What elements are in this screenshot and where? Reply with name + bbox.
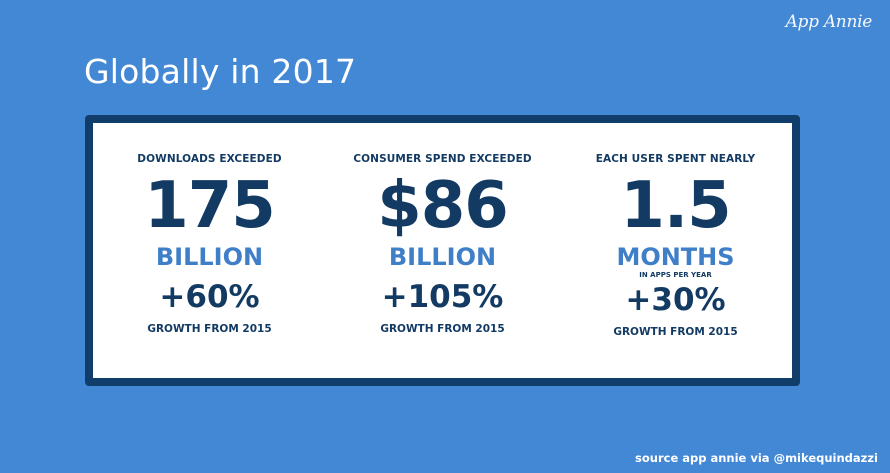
stats-panel: DOWNLOADS EXCEEDED 175 BILLION +60% GROW…	[85, 115, 800, 386]
brand-logo: App Annie	[785, 12, 873, 32]
stat-unit: MONTHS	[616, 243, 735, 271]
stat-growth-label: GROWTH FROM 2015	[147, 323, 272, 335]
stat-unit: BILLION	[388, 243, 497, 271]
stat-heading: CONSUMER SPEND EXCEEDED	[353, 153, 532, 165]
page-title: Globally in 2017	[84, 52, 357, 91]
stat-growth: +30%	[625, 282, 726, 318]
stat-heading: EACH USER SPENT NEARLY	[595, 153, 756, 165]
stat-consumer-spend: CONSUMER SPEND EXCEEDED $86 BILLION +105…	[326, 123, 559, 378]
stat-growth: +60%	[159, 279, 260, 315]
stat-growth-label: GROWTH FROM 2015	[380, 323, 505, 335]
stat-growth-label: GROWTH FROM 2015	[613, 326, 738, 338]
stat-time-in-apps: EACH USER SPENT NEARLY 1.5 MONTHS IN APP…	[559, 123, 792, 378]
stat-value: 1.5	[620, 169, 731, 243]
stat-value: $86	[377, 169, 509, 243]
stat-unit: BILLION	[155, 243, 264, 271]
source-credit: source app annie via @mikequindazzi	[635, 451, 878, 465]
stat-subunit: IN APPS PER YEAR	[639, 271, 712, 279]
stat-heading: DOWNLOADS EXCEEDED	[137, 153, 282, 165]
stat-growth: +105%	[381, 279, 504, 315]
stat-downloads: DOWNLOADS EXCEEDED 175 BILLION +60% GROW…	[93, 123, 326, 378]
stat-value: 175	[144, 169, 276, 243]
